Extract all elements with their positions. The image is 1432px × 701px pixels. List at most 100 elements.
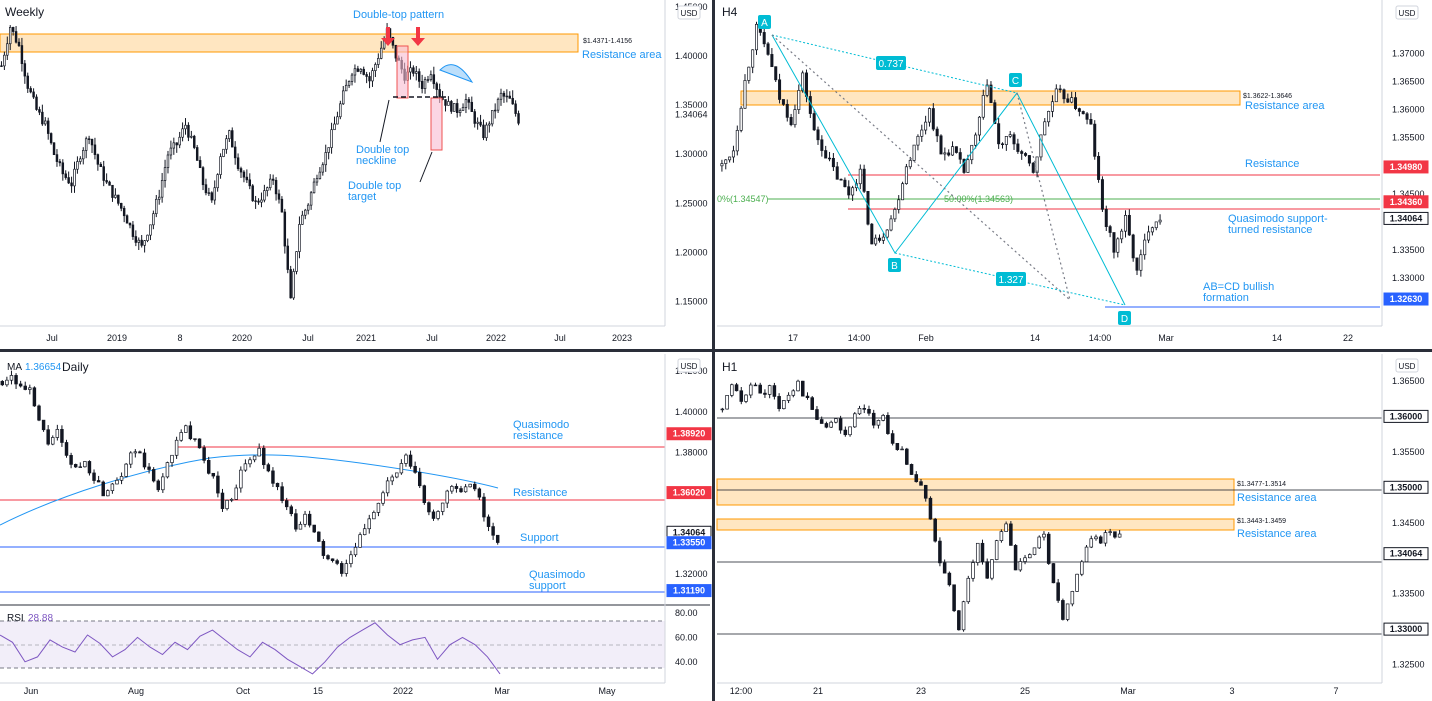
candle bbox=[239, 466, 243, 493]
price-tag: 1.34360 bbox=[1383, 195, 1429, 209]
svg-text:1.34064: 1.34064 bbox=[673, 527, 706, 537]
daily-resistance-label: Resistance bbox=[513, 487, 567, 499]
rsi-value: 28.88 bbox=[28, 613, 53, 624]
svg-text:1.31190: 1.31190 bbox=[673, 586, 705, 596]
daily-currency-badge[interactable] bbox=[677, 358, 701, 373]
candle bbox=[493, 103, 497, 119]
rsi-tick-label: 40.00 bbox=[675, 657, 698, 667]
h4-currency-badge[interactable] bbox=[1395, 5, 1419, 20]
candle bbox=[920, 124, 924, 142]
candle bbox=[1120, 228, 1124, 244]
candle bbox=[427, 501, 431, 516]
ratio-badge-0737: 0.737 bbox=[876, 56, 906, 70]
candle bbox=[1070, 91, 1074, 104]
candle bbox=[201, 166, 205, 191]
candle bbox=[858, 164, 862, 190]
candle bbox=[292, 268, 295, 300]
candle bbox=[1084, 544, 1089, 563]
candle bbox=[55, 424, 60, 441]
candle bbox=[193, 438, 197, 442]
candle bbox=[193, 134, 196, 150]
y-tick-label: 1.33000 bbox=[1392, 273, 1425, 283]
candle bbox=[257, 443, 261, 457]
h4-abcd-label: AB=CD bullish formation bbox=[1203, 281, 1274, 304]
candle bbox=[321, 539, 326, 559]
candle bbox=[105, 173, 108, 184]
candle bbox=[417, 68, 421, 88]
weekly-currency-badge[interactable] bbox=[677, 5, 701, 20]
candle bbox=[1139, 249, 1143, 277]
candle bbox=[260, 192, 263, 208]
candle bbox=[170, 454, 174, 467]
fib-level-50: 50.00%(1.34563) bbox=[944, 194, 1013, 204]
candle bbox=[412, 65, 415, 77]
daily-background bbox=[0, 354, 710, 701]
y-tick-label: 1.40000 bbox=[675, 51, 708, 61]
x-tick-label: Mar bbox=[494, 686, 510, 696]
candle bbox=[26, 72, 29, 93]
candle bbox=[365, 71, 368, 84]
candle bbox=[1024, 152, 1028, 157]
candle bbox=[838, 415, 843, 434]
candle bbox=[96, 475, 101, 483]
candle bbox=[268, 174, 272, 191]
svg-text:1.327: 1.327 bbox=[998, 275, 1023, 286]
point-c-marker: C bbox=[1009, 73, 1022, 87]
candle bbox=[52, 142, 56, 156]
price-tag: 1.33550 bbox=[666, 536, 712, 550]
candle bbox=[908, 156, 912, 170]
horizontal-divider[interactable] bbox=[0, 349, 1432, 352]
candle bbox=[353, 542, 358, 557]
candle bbox=[957, 609, 961, 631]
candle bbox=[450, 484, 454, 494]
candle bbox=[236, 153, 240, 171]
candle bbox=[368, 72, 371, 89]
candle bbox=[390, 474, 394, 486]
candle bbox=[6, 36, 9, 61]
candle bbox=[239, 166, 243, 179]
candle bbox=[981, 89, 985, 120]
candle bbox=[0, 380, 5, 387]
candle bbox=[1104, 205, 1108, 231]
candle bbox=[9, 370, 14, 385]
candle bbox=[61, 159, 65, 181]
candle bbox=[96, 153, 100, 171]
candle bbox=[482, 493, 486, 522]
h1-candles bbox=[720, 379, 1122, 632]
candle bbox=[725, 395, 729, 410]
x-tick-label: 21 bbox=[813, 686, 823, 696]
candle bbox=[46, 425, 50, 446]
candle bbox=[720, 159, 724, 172]
h1-currency-badge[interactable] bbox=[1395, 358, 1419, 373]
candle bbox=[374, 62, 377, 78]
candle bbox=[17, 38, 21, 47]
candle bbox=[70, 176, 73, 193]
price-tag: 1.31190 bbox=[666, 584, 712, 598]
candle bbox=[49, 132, 53, 145]
candle bbox=[266, 186, 269, 197]
candle bbox=[491, 110, 494, 127]
candle bbox=[3, 51, 6, 71]
candle bbox=[766, 41, 770, 56]
x-tick-label: 22 bbox=[1343, 333, 1353, 343]
h4-title: H4 bbox=[722, 5, 738, 19]
svg-text:1.34064: 1.34064 bbox=[1390, 549, 1423, 559]
candle bbox=[1062, 88, 1066, 104]
candle bbox=[274, 177, 278, 201]
candle bbox=[309, 191, 313, 210]
candle bbox=[377, 53, 380, 69]
h4-zone-range-label: $1.3622-1.3646 bbox=[1243, 93, 1292, 100]
candle bbox=[1018, 558, 1023, 572]
candle bbox=[353, 64, 357, 83]
candle bbox=[985, 558, 989, 579]
candle bbox=[284, 497, 289, 511]
neckline-pointer bbox=[379, 99, 390, 143]
candle bbox=[923, 484, 928, 502]
candle bbox=[114, 188, 117, 199]
candle bbox=[1047, 110, 1051, 127]
candle bbox=[169, 140, 173, 160]
candle bbox=[242, 170, 246, 183]
candle bbox=[876, 419, 881, 429]
candle bbox=[342, 86, 345, 105]
